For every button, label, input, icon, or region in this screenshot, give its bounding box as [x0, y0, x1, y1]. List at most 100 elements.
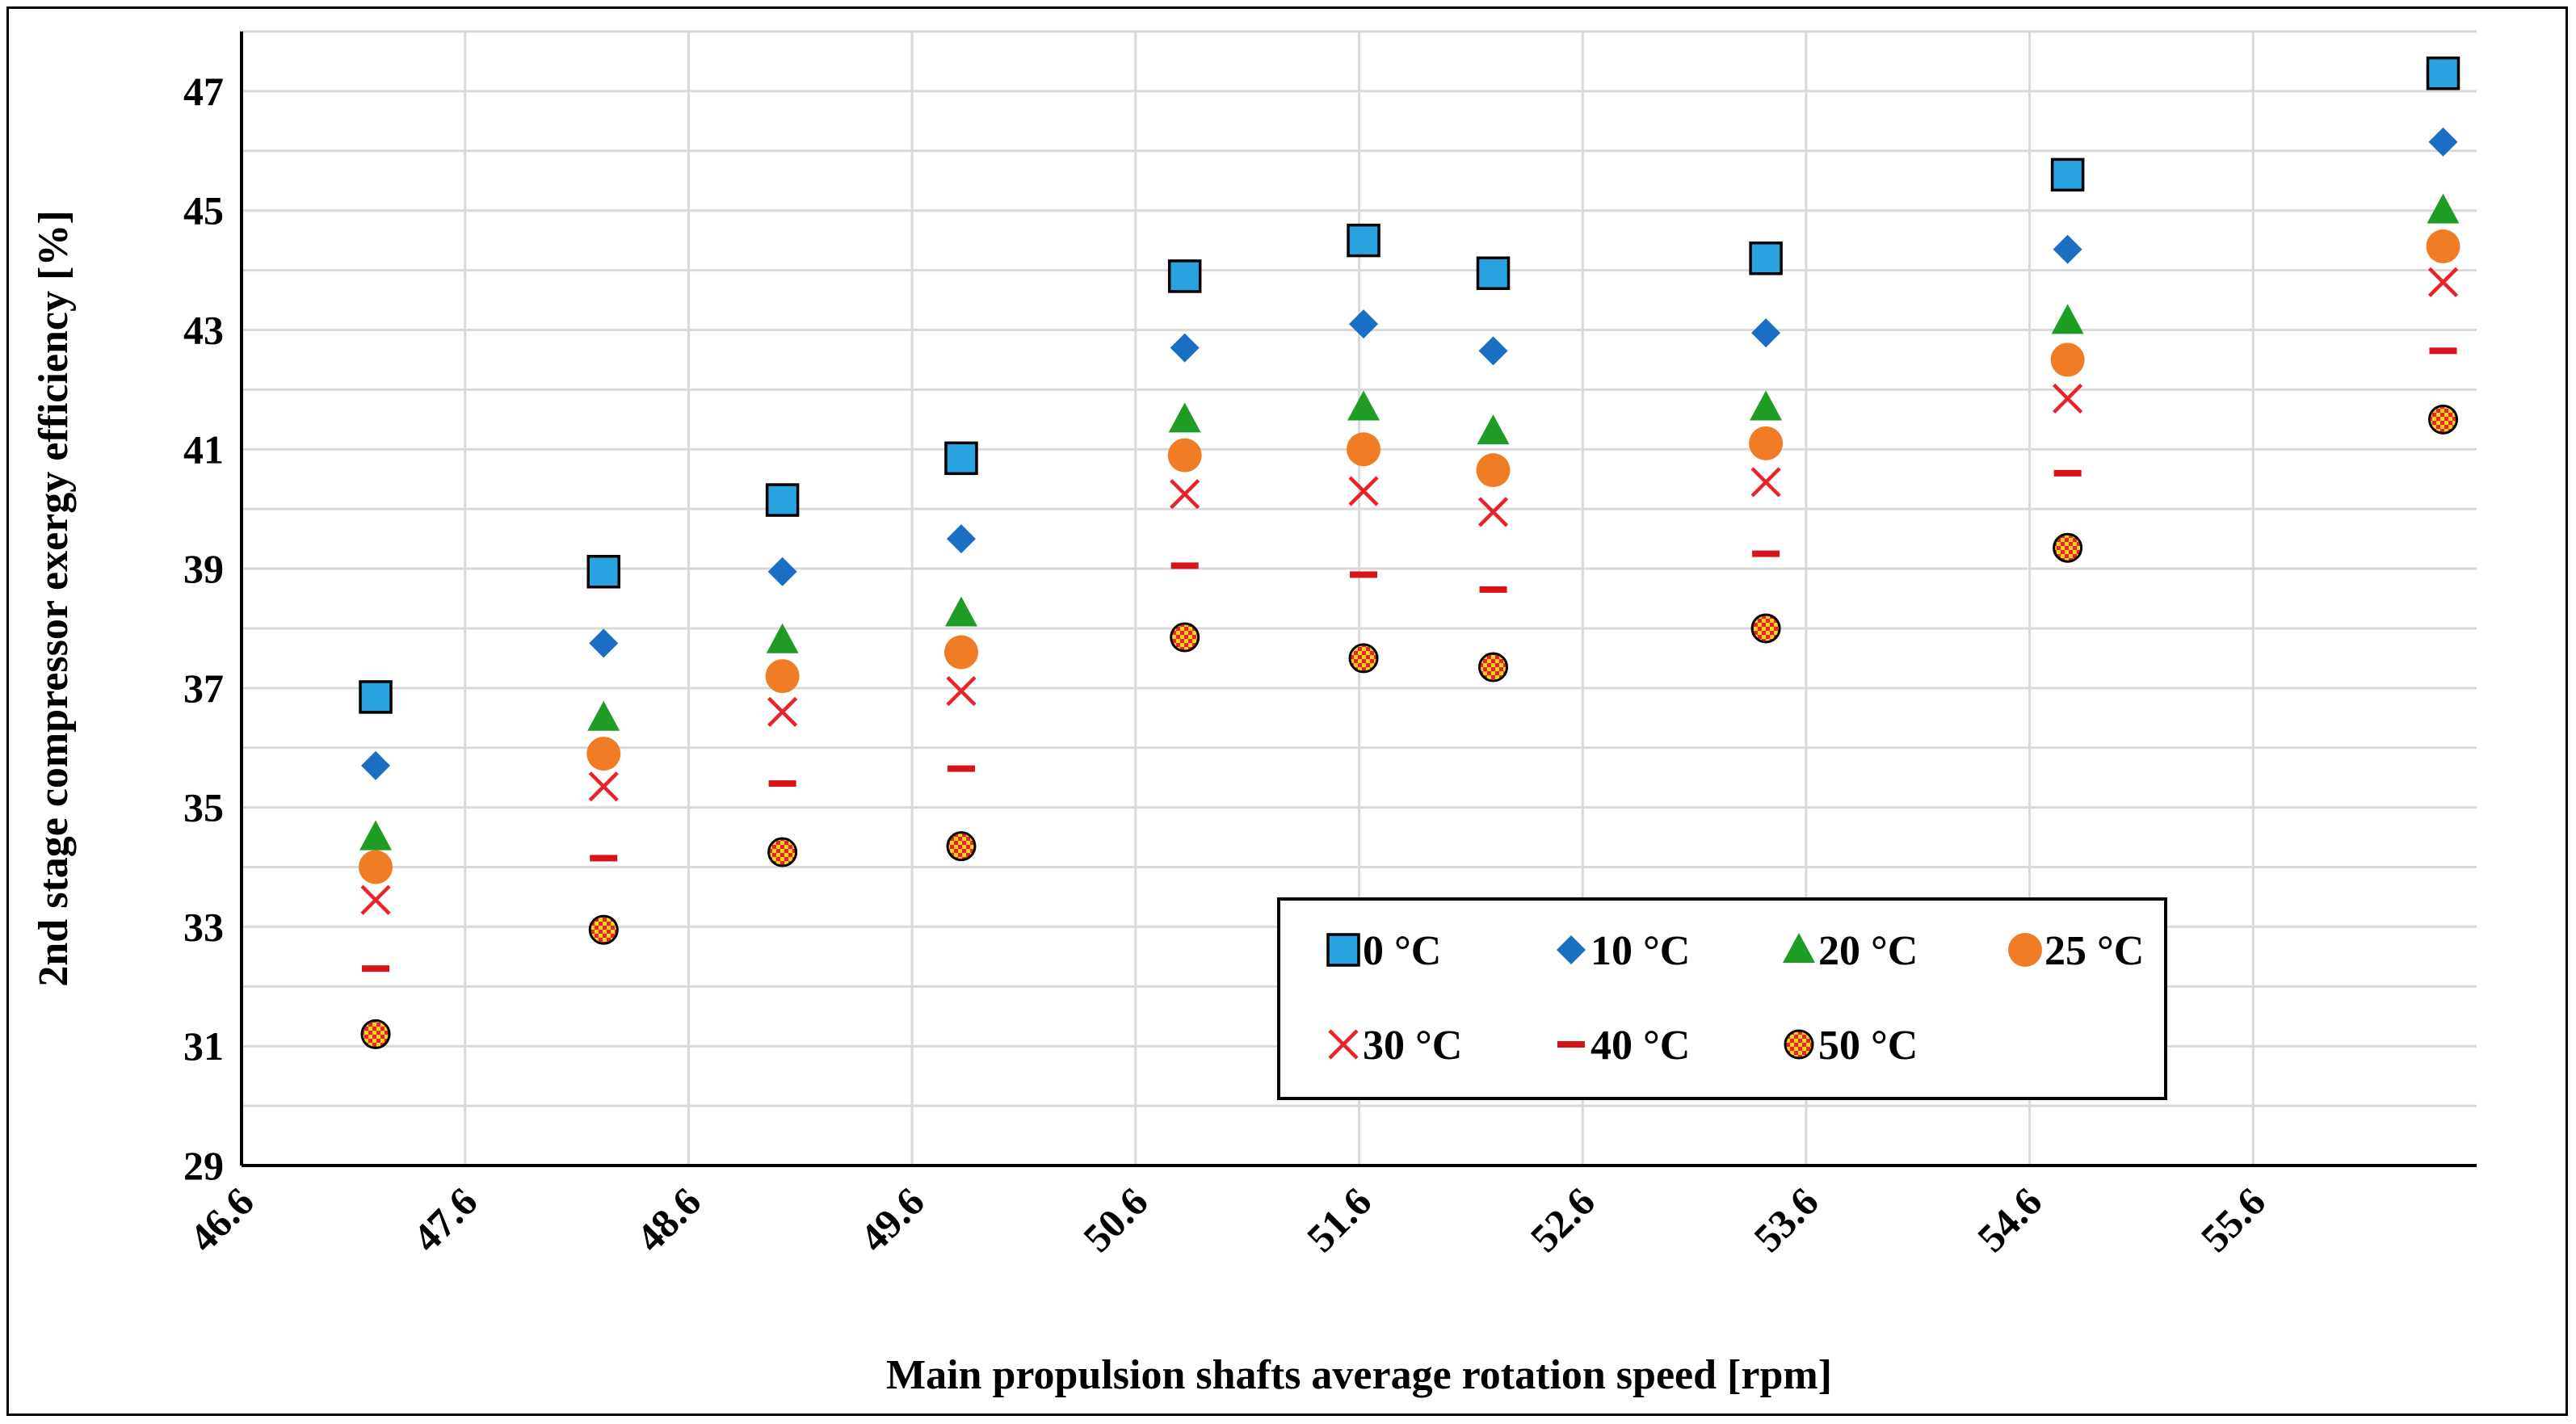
legend-marker: [1326, 933, 1360, 967]
legend-item: 40 °C: [1557, 1023, 1690, 1069]
data-point: [360, 884, 391, 915]
x-tick-label: 47.6: [404, 1178, 485, 1260]
data-point: [1477, 497, 1509, 527]
x-tick-label: 55.6: [2192, 1178, 2274, 1260]
data-point: [1170, 333, 1200, 363]
data-point: [944, 596, 977, 627]
data-point: [947, 765, 975, 772]
data-point: [1479, 586, 1507, 593]
data-point: [1167, 438, 1202, 473]
legend-label: 0 °C: [1363, 928, 1441, 974]
legend-item: 0 °C: [1326, 928, 1441, 974]
data-point: [2051, 304, 2084, 334]
data-point: [2429, 347, 2457, 355]
data-point: [2050, 342, 2085, 377]
data-point: [1476, 453, 1511, 488]
legend-item: 20 °C: [1783, 928, 1918, 974]
data-point: [1347, 223, 1380, 258]
data-point: [359, 850, 393, 884]
data-point: [765, 483, 800, 517]
x-tick-label: 49.6: [851, 1178, 932, 1260]
data-point: [944, 441, 978, 476]
chart-frame: 46.6 47.6 48.6 49.6 50.6 51.6 52.6 53.6 54.6 55.6…: [6, 6, 2568, 1416]
data-point: [767, 696, 798, 727]
data-point: [768, 780, 796, 788]
data-point: [1348, 643, 1379, 674]
legend-marker: [2008, 933, 2042, 967]
data-point: [1750, 390, 1783, 421]
data-point: [1170, 622, 1200, 653]
series-50-C: [360, 404, 2458, 1049]
data-point: [1347, 432, 1381, 467]
data-point: [1751, 318, 1781, 348]
chart-svg: 46.6 47.6 48.6 49.6 50.6 51.6 52.6 53.6 54.6 55.6…: [31, 30, 2477, 1398]
legend-label: 50 °C: [1818, 1023, 1918, 1069]
data-point: [586, 554, 621, 589]
data-point: [1170, 562, 1199, 569]
data-point: [359, 680, 393, 714]
data-point: [1348, 476, 1379, 506]
data-point: [1476, 256, 1511, 291]
data-point: [1749, 426, 1784, 460]
data-point: [946, 831, 977, 862]
data-point: [1349, 309, 1379, 339]
data-point: [767, 837, 798, 867]
data-point: [590, 855, 618, 862]
data-point: [362, 965, 390, 972]
data-point: [587, 700, 620, 731]
series-20-C: [359, 193, 2460, 851]
data-point: [2053, 234, 2082, 264]
data-point: [2053, 469, 2082, 477]
y-tick-labels: 29 31 33 35 37 39 41 43 45 47: [183, 69, 224, 1188]
data-point: [2427, 404, 2458, 435]
data-point: [1170, 479, 1200, 510]
x-tick-label: 54.6: [1969, 1178, 2050, 1260]
legend: 0 °C 10 °C 20 °C 25 °C 30 °C 40 °C 50 °C: [1277, 897, 2167, 1100]
legend-label: 10 °C: [1591, 928, 1690, 974]
x-axis-title: Main propulsion shafts average rotation …: [886, 1352, 1832, 1398]
data-point: [766, 623, 799, 653]
legend-item: 10 °C: [1557, 928, 1690, 974]
data-point: [1750, 467, 1781, 498]
y-axis-title: 2nd stage compressor exergy efficiency […: [31, 210, 77, 986]
legend-label: 25 °C: [2044, 928, 2144, 974]
legend-item: 30 °C: [1328, 1023, 1462, 1069]
data-point: [589, 628, 619, 658]
data-point: [361, 750, 391, 780]
data-point: [1477, 414, 1510, 445]
x-tick-label: 50.6: [1074, 1178, 1156, 1260]
series-30-C: [360, 267, 2459, 915]
y-tick-label: 37: [183, 666, 224, 711]
data-point: [943, 635, 978, 670]
data-point: [586, 737, 621, 771]
series-10-C: [361, 127, 2458, 780]
data-point: [767, 557, 797, 586]
legend-marker: [1328, 1029, 1359, 1060]
data-point: [588, 914, 619, 945]
legend-marker: [1784, 1029, 1814, 1060]
data-point: [1752, 550, 1780, 557]
data-point: [1167, 259, 1202, 293]
legend-marker: [1557, 935, 1586, 964]
axes: [240, 32, 2477, 1167]
legend-item: 50 °C: [1784, 1023, 1918, 1069]
data-point: [359, 820, 393, 851]
y-tick-label: 33: [183, 904, 224, 949]
data-point: [1749, 242, 1783, 275]
data-point: [1347, 390, 1380, 421]
y-tick-label: 39: [183, 546, 224, 591]
data-point: [1478, 652, 1509, 683]
x-tick-label: 48.6: [628, 1178, 709, 1260]
data-point: [2428, 127, 2458, 157]
data-point: [2427, 267, 2459, 297]
x-tick-labels: 46.6 47.6 48.6 49.6 50.6 51.6 52.6 53.6 54.6 55.6: [180, 1178, 2274, 1260]
y-tick-label: 31: [183, 1023, 224, 1069]
series-25-C: [359, 229, 2460, 884]
legend-label: 30 °C: [1363, 1023, 1462, 1069]
legend-box: [1277, 897, 2167, 1100]
data-point: [2426, 56, 2460, 90]
data-point: [360, 1019, 391, 1049]
y-tick-label: 43: [183, 307, 224, 352]
legend-item: 25 °C: [2008, 928, 2144, 974]
x-tick-label: 46.6: [180, 1178, 262, 1260]
